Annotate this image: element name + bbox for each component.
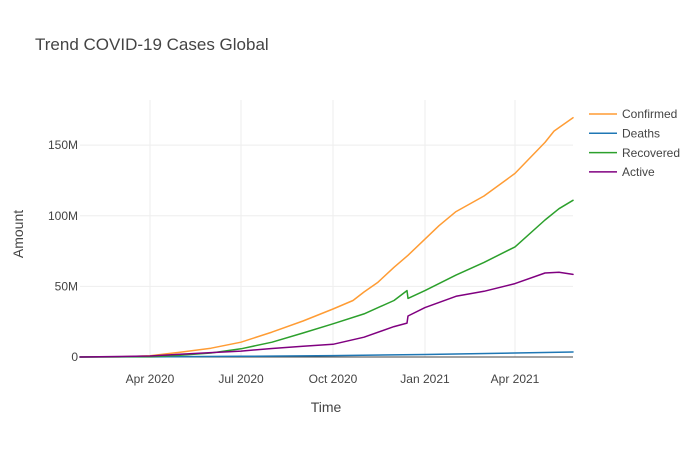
series-line-active[interactable] — [79, 271, 574, 358]
y-tick-label: 100M — [48, 209, 78, 223]
y-tick-label: 0 — [71, 350, 78, 364]
legend-label: Deaths — [622, 127, 660, 141]
y-tick-label: 50M — [55, 279, 78, 293]
x-tick-label: Apr 2020 — [126, 372, 175, 386]
series-line-confirmed[interactable] — [79, 116, 574, 358]
x-axis-title: Time — [311, 399, 342, 415]
legend-label: Confirmed — [622, 107, 677, 121]
grid-lines — [80, 100, 573, 358]
x-tick-label: Jan 2021 — [400, 372, 450, 386]
legend-item-active[interactable]: Active — [589, 165, 655, 179]
legend-label: Recovered — [622, 146, 680, 160]
chart-title: Trend COVID-19 Cases Global — [35, 35, 269, 54]
y-tick-label: 150M — [48, 138, 78, 152]
legend[interactable]: Confirmed Deaths Recovered Active — [589, 107, 680, 179]
series-lines — [79, 116, 574, 358]
axis-ticks: Apr 2020 Jul 2020 Oct 2020 Jan 2021 Apr 2021… — [48, 138, 540, 386]
x-tick-label: Apr 2021 — [491, 372, 540, 386]
legend-item-recovered[interactable]: Recovered — [589, 146, 680, 160]
x-tick-label: Oct 2020 — [309, 372, 358, 386]
x-tick-label: Jul 2020 — [218, 372, 264, 386]
y-axis-title: Amount — [10, 210, 26, 258]
legend-item-deaths[interactable]: Deaths — [589, 127, 660, 141]
legend-item-confirmed[interactable]: Confirmed — [589, 107, 677, 121]
legend-label: Active — [622, 165, 655, 179]
series-line-recovered[interactable] — [79, 199, 574, 358]
